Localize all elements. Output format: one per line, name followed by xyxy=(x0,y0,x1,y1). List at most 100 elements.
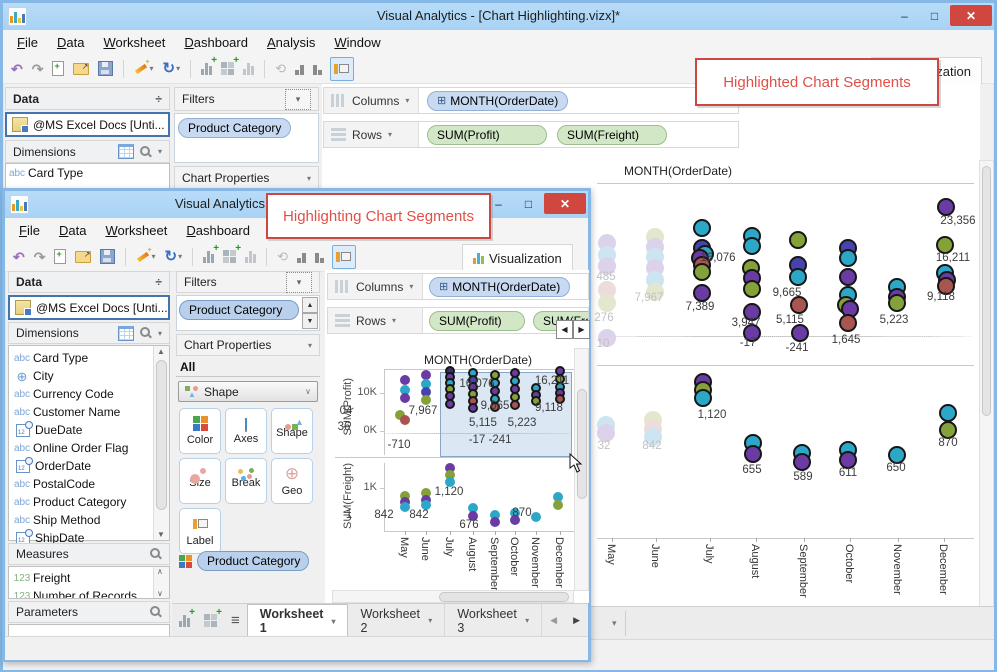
data-wizard-icon[interactable]: ▾ xyxy=(133,58,154,80)
new-document-icon[interactable] xyxy=(51,58,65,80)
size-button[interactable]: Size xyxy=(179,458,221,504)
chart-vertical-scrollbar[interactable] xyxy=(979,160,994,607)
spin-down-icon[interactable]: ▼ xyxy=(302,313,318,329)
dimension-item[interactable]: ⊕ City xyxy=(16,368,54,384)
rows-pill-profit[interactable]: SUM(Profit) xyxy=(429,310,525,331)
expand-icon[interactable]: ⊞ xyxy=(437,95,447,107)
break-button[interactable]: Break xyxy=(225,458,267,504)
label-toggle-icon[interactable] xyxy=(329,56,354,81)
rows-pill-profit[interactable]: SUM(Profit) xyxy=(427,124,547,145)
swap-axes-icon[interactable]: ⟲ xyxy=(275,61,286,76)
dimension-item[interactable]: abc Card Type xyxy=(13,351,89,365)
measure-item[interactable]: 123 Number of Records xyxy=(13,589,138,599)
new-worksheet-icon[interactable] xyxy=(200,55,217,80)
dimension-item[interactable]: abc Currency Code xyxy=(13,387,114,401)
tab-scroll-left-icon[interactable]: ◀ xyxy=(550,615,558,625)
rows-pill-freight[interactable]: SUM(Freight) xyxy=(557,124,667,145)
menu-file[interactable]: File xyxy=(19,222,40,238)
undo-icon[interactable]: ↶ xyxy=(13,248,25,265)
spin-up-icon[interactable]: ▲ xyxy=(302,297,318,313)
shelf-scroll-left-icon[interactable]: ◀ xyxy=(556,320,573,339)
scroll-up-icon[interactable]: ∧ xyxy=(157,567,163,576)
tab-list-dropdown-icon[interactable]: ▾ xyxy=(612,618,617,628)
columns-shelf-label[interactable]: Columns ▾ xyxy=(324,88,419,113)
shape-button[interactable]: ▲ Shape xyxy=(271,408,313,454)
menu-file[interactable]: File xyxy=(17,34,38,50)
menu-analysis[interactable]: Analysis xyxy=(266,34,316,50)
chevron-down-icon[interactable]: ▾ xyxy=(306,173,311,183)
undo-icon[interactable]: ↶ xyxy=(11,60,23,77)
measures-scrollbar[interactable]: ∧ ∨ xyxy=(153,567,169,598)
new-dashboard-icon[interactable] xyxy=(197,604,224,637)
shelf-scroll-right-icon[interactable]: ▶ xyxy=(573,320,590,339)
menu-data[interactable]: Data xyxy=(56,34,85,50)
menu-data[interactable]: Data xyxy=(58,222,87,238)
menu-window[interactable]: Window xyxy=(334,34,381,50)
table-view-icon[interactable] xyxy=(117,325,134,341)
tab-scroll-right-icon[interactable]: ▶ xyxy=(573,615,580,625)
maximize-icon[interactable]: □ xyxy=(930,8,939,23)
minimize-icon[interactable]: – xyxy=(901,8,908,23)
measure-item[interactable]: 123 Freight xyxy=(13,571,71,585)
save-icon[interactable] xyxy=(99,246,116,268)
filters-dropdown-icon[interactable]: ▾ xyxy=(285,88,311,110)
tab-worksheet-1[interactable]: Worksheet 1 ▾ xyxy=(246,604,349,637)
label-toggle-icon[interactable] xyxy=(331,244,356,269)
axes-button[interactable]: Axes xyxy=(225,408,267,454)
redo-icon[interactable]: ↷ xyxy=(33,248,46,265)
dimension-item[interactable]: abc Ship Method xyxy=(13,513,101,527)
data-wizard-icon[interactable]: ▾ xyxy=(135,246,156,268)
sort-ascending-icon[interactable] xyxy=(294,58,305,80)
filters-dropdown-icon[interactable]: ▾ xyxy=(286,271,312,293)
dimension-item[interactable]: abc Online Order Flag xyxy=(13,441,129,455)
open-folder-icon[interactable] xyxy=(74,246,92,268)
columns-shelf-label[interactable]: Columns ▾ xyxy=(328,274,423,299)
geo-button[interactable]: ⊕ Geo xyxy=(271,458,313,504)
category-pill-product-category[interactable]: Product Category xyxy=(197,551,309,571)
dimension-item[interactable]: ShipDate xyxy=(11,528,151,547)
scroll-up-icon[interactable]: ▲ xyxy=(157,347,165,356)
scroll-down-icon[interactable]: ∨ xyxy=(157,589,163,598)
label-button[interactable]: Label xyxy=(179,508,221,554)
search-icon[interactable] xyxy=(150,548,162,560)
rows-shelf-label[interactable]: Rows ▾ xyxy=(328,308,423,333)
dimension-item[interactable]: OrderDate xyxy=(11,456,151,475)
sort-ascending-icon[interactable] xyxy=(296,246,307,268)
refresh-icon[interactable]: ↻ ▾ xyxy=(162,60,181,77)
tab-worksheet-2[interactable]: Worksheet 2 ▾ xyxy=(348,604,446,637)
filter-pill-product-category[interactable]: Product Category xyxy=(179,300,299,320)
menu-dashboard[interactable]: Dashboard xyxy=(186,222,250,238)
worksheet-list-icon[interactable]: ≡ xyxy=(231,612,240,629)
data-source-item[interactable]: @MS Excel Docs [Unti... xyxy=(8,295,170,320)
back-titlebar[interactable]: Visual Analytics - [Chart Highlighting.v… xyxy=(3,3,994,30)
chevron-down-icon[interactable]: ▾ xyxy=(307,340,312,350)
new-worksheet-icon[interactable] xyxy=(172,604,197,637)
close-icon[interactable]: ✕ xyxy=(544,193,586,214)
dimension-item[interactable]: abc Card Type xyxy=(6,164,169,182)
new-dashboard-icon[interactable] xyxy=(222,243,241,268)
open-folder-icon[interactable] xyxy=(72,58,90,80)
chart-horizontal-scrollbar[interactable] xyxy=(332,590,574,603)
new-worksheet-icon[interactable] xyxy=(202,243,219,268)
filter-pill-product-category[interactable]: Product Category xyxy=(178,118,292,138)
search-icon[interactable] xyxy=(139,145,152,158)
maximize-icon[interactable]: □ xyxy=(524,196,533,211)
tab-worksheet-3[interactable]: Worksheet 3 ▾ xyxy=(445,604,543,637)
shape-dropdown[interactable]: ▲ Shape ∨ xyxy=(178,381,318,402)
new-document-icon[interactable] xyxy=(53,246,67,268)
search-icon[interactable] xyxy=(139,327,152,339)
chevron-down-icon[interactable]: ▾ xyxy=(157,147,162,156)
tab-visualization[interactable]: Visualization xyxy=(462,244,573,271)
color-button[interactable]: Color xyxy=(179,408,221,454)
dimensions-scrollbar[interactable]: ▲ ▼ xyxy=(153,346,169,540)
panel-splitter-icon[interactable]: ÷ xyxy=(155,275,162,289)
data-source-item[interactable]: @MS Excel Docs [Unti... xyxy=(5,112,170,137)
dimension-item[interactable]: DueDate xyxy=(11,420,151,439)
minimize-icon[interactable]: – xyxy=(495,196,502,211)
dimension-item[interactable]: abc PostalCode xyxy=(13,477,96,491)
dimension-item[interactable]: abc Customer Name xyxy=(13,405,121,419)
swap-axes-icon[interactable]: ⟲ xyxy=(277,249,288,264)
panel-splitter-icon[interactable]: ÷ xyxy=(155,91,162,106)
rows-shelf-label[interactable]: Rows ▾ xyxy=(324,122,419,147)
menu-worksheet[interactable]: Worksheet xyxy=(103,34,166,50)
